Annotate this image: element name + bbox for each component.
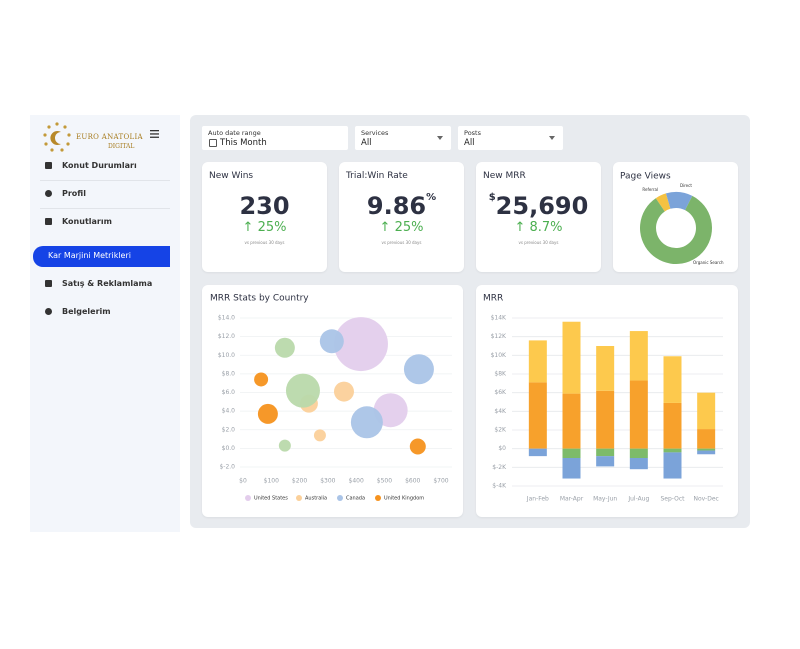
logo-emblem xyxy=(43,122,71,152)
kpi-unit: % xyxy=(426,192,437,203)
filter-value: All xyxy=(464,138,475,148)
kpi-title: New Wins xyxy=(209,171,254,181)
kpi-prefix: $ xyxy=(488,192,496,203)
kpi-number: 9.86 xyxy=(366,192,427,220)
filter[interactable]: Auto date range This Month xyxy=(202,126,348,150)
filter-label: Posts xyxy=(464,129,481,137)
kpi-value: 9.86% xyxy=(339,192,464,220)
filter-label: Services xyxy=(361,129,389,137)
page-views-card xyxy=(613,162,738,272)
kpi-card: Trial:Win Rate 9.86% ↑ 25% vs previous 30 d… xyxy=(339,162,464,272)
kpi-change: ↑ 25% xyxy=(202,220,327,235)
filter[interactable]: Posts All xyxy=(458,126,563,150)
sidebar: EURO ANATOLIA DIGITAL xyxy=(30,115,180,532)
menu-icon xyxy=(45,308,52,315)
active-menu-bg xyxy=(33,246,170,267)
menu-divider xyxy=(40,208,170,209)
kpi-card: New MRR $25,690 ↑ 8.7% vs previous 30 days xyxy=(476,162,601,272)
menu-divider xyxy=(40,180,170,181)
kpi-change-value: 25% xyxy=(394,220,424,235)
kpi-value: 230 xyxy=(202,192,327,220)
kpi-note: vs previous 30 days xyxy=(518,240,559,245)
kpi-value: $25,690 xyxy=(476,192,601,220)
mrr-card xyxy=(476,285,738,517)
menu-icon xyxy=(45,162,52,169)
menu-icon xyxy=(45,218,52,225)
filter-value: All xyxy=(361,138,372,148)
menu-item[interactable]: Profil xyxy=(62,189,86,198)
kpi-change-value: 25% xyxy=(257,220,287,235)
menu-item[interactable]: Belgelerim xyxy=(62,307,111,316)
kpi-number: 230 xyxy=(239,192,290,220)
kpi-number: 25,690 xyxy=(495,192,589,220)
menu-item[interactable]: Konut Durumları xyxy=(62,161,137,170)
dropdown-caret xyxy=(549,136,555,140)
kpi-title: Trial:Win Rate xyxy=(346,171,408,181)
menu-item[interactable]: Kar Marjini Metrikleri xyxy=(48,251,131,260)
menu-icon xyxy=(45,190,52,197)
menu-item[interactable]: Satış & Reklamlama xyxy=(62,279,153,288)
kpi-change: ↑ 8.7% xyxy=(476,220,601,235)
menu-toggle[interactable] xyxy=(150,130,160,138)
menu-item[interactable]: Konutlarım xyxy=(62,217,112,226)
up-arrow: ↑ xyxy=(242,220,258,235)
kpi-change-value: 8.7% xyxy=(529,220,563,235)
filter-value: This Month xyxy=(220,138,267,148)
up-arrow: ↑ xyxy=(379,220,395,235)
kpi-note: vs previous 30 days xyxy=(381,240,422,245)
kpi-change: ↑ 25% xyxy=(339,220,464,235)
logo-line1: EURO ANATOLIA xyxy=(76,133,143,141)
logo-line2: DIGITAL xyxy=(108,143,135,150)
kpi-title: New MRR xyxy=(483,171,526,181)
dropdown-caret xyxy=(437,136,443,140)
kpi-note: vs previous 30 days xyxy=(244,240,285,245)
filter[interactable]: Services All xyxy=(355,126,451,150)
menu-icon xyxy=(45,280,52,287)
bubble-card xyxy=(202,285,463,517)
kpi-card: New Wins 230 ↑ 25% vs previous 30 days xyxy=(202,162,327,272)
filter-label: Auto date range xyxy=(208,129,261,137)
up-arrow: ↑ xyxy=(514,220,530,235)
calendar-icon xyxy=(209,139,217,147)
